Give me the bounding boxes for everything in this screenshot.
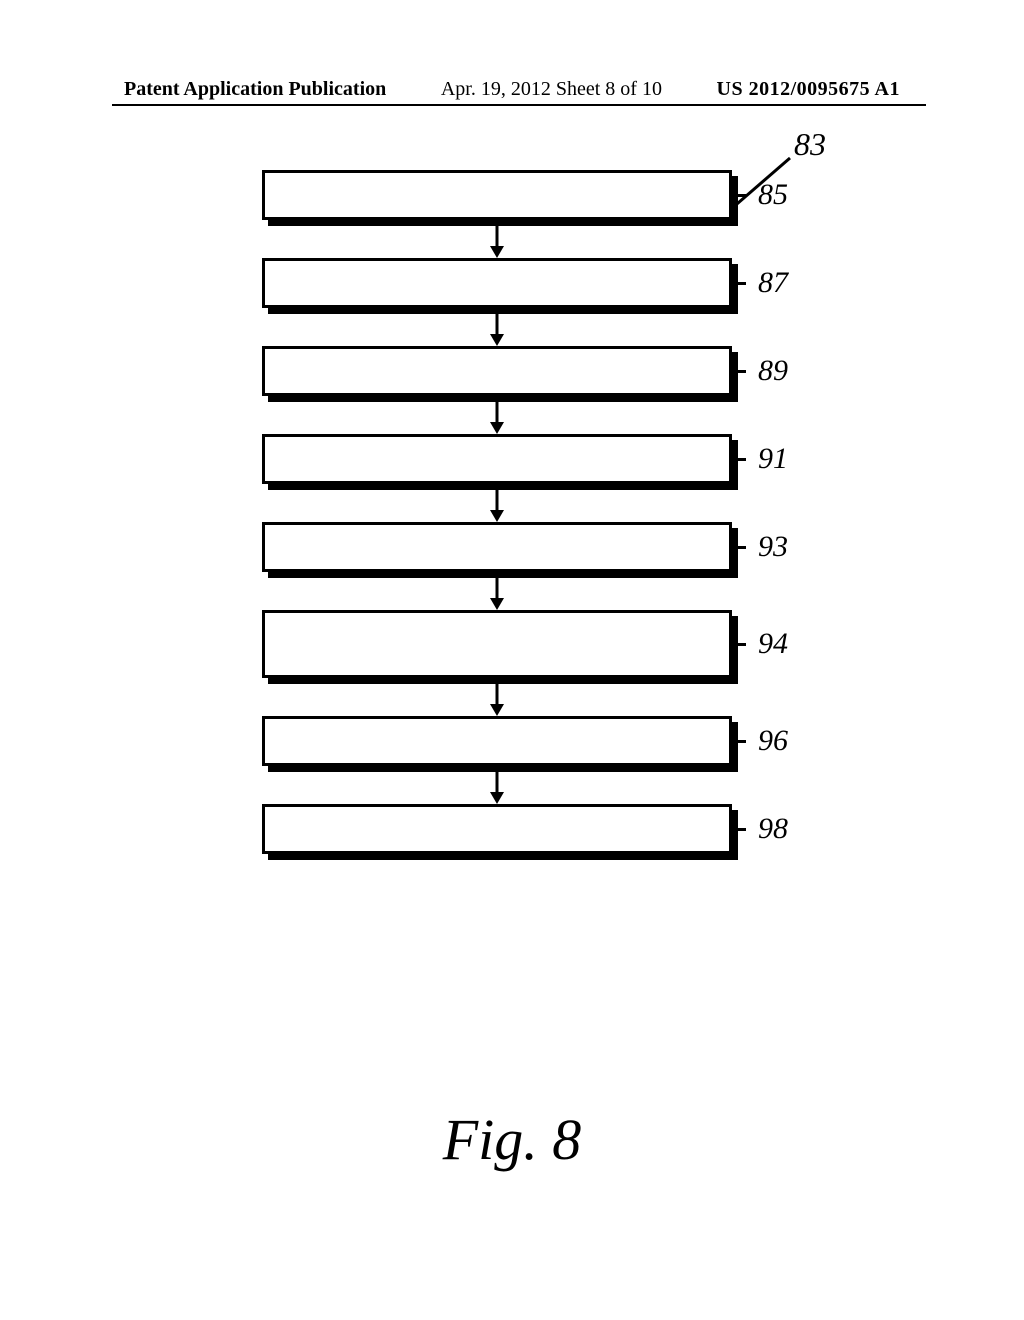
box-label: 91 [758, 442, 788, 476]
box-body [262, 346, 732, 396]
box-label: 94 [758, 627, 788, 661]
flowchart-row: 96 [132, 716, 892, 766]
header-left: Patent Application Publication [124, 78, 386, 101]
box-body [262, 522, 732, 572]
box-label: 87 [758, 266, 788, 300]
flowchart-box [262, 346, 732, 396]
flowchart-row: 85 [132, 170, 892, 220]
flowchart-box [262, 522, 732, 572]
box-label: 98 [758, 812, 788, 846]
box-label: 96 [758, 724, 788, 758]
box-body [262, 434, 732, 484]
flowchart-box [262, 434, 732, 484]
flowchart-box [262, 170, 732, 220]
flowchart-row: 87 [132, 258, 892, 308]
flowchart-box [262, 258, 732, 308]
flowchart-row: 89 [132, 346, 892, 396]
box-label: 85 [758, 178, 788, 212]
box-label: 89 [758, 354, 788, 388]
box-label: 93 [758, 530, 788, 564]
box-body [262, 716, 732, 766]
flowchart-row: 93 [132, 522, 892, 572]
page: Patent Application Publication Apr. 19, … [0, 0, 1024, 1320]
flowchart-box [262, 804, 732, 854]
page-header: Patent Application Publication Apr. 19, … [0, 78, 1024, 101]
box-body [262, 804, 732, 854]
figure-caption: Fig. 8 [0, 1106, 1024, 1173]
flowchart-box [262, 610, 732, 678]
header-center: Apr. 19, 2012 Sheet 8 of 10 [441, 78, 662, 101]
flowchart-box [262, 716, 732, 766]
diagram-ref-label: 83 [794, 126, 826, 163]
flowchart: 85 87 89 91 93 94 96 98 [0, 170, 1024, 854]
flowchart-row: 98 [132, 804, 892, 854]
flowchart-row: 94 [132, 610, 892, 678]
box-body [262, 170, 732, 220]
flowchart-row: 91 [132, 434, 892, 484]
box-body [262, 610, 732, 678]
header-rule [112, 104, 926, 106]
header-right: US 2012/0095675 A1 [717, 78, 900, 101]
box-body [262, 258, 732, 308]
